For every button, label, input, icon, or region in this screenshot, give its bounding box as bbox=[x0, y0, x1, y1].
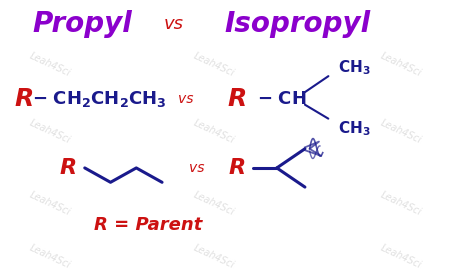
Text: R: R bbox=[228, 158, 246, 178]
Text: Leah4Sci: Leah4Sci bbox=[27, 243, 72, 270]
Text: Leah4Sci: Leah4Sci bbox=[191, 190, 236, 218]
Text: Leah4Sci: Leah4Sci bbox=[191, 243, 236, 270]
Text: Leah4Sci: Leah4Sci bbox=[191, 118, 236, 146]
Text: Leah4Sci: Leah4Sci bbox=[27, 190, 72, 218]
Text: Leah4Sci: Leah4Sci bbox=[191, 51, 236, 79]
Text: R: R bbox=[60, 158, 77, 178]
Text: Isopropyl: Isopropyl bbox=[225, 10, 371, 38]
Text: vs: vs bbox=[190, 161, 205, 175]
Text: $\mathbf{CH_3}$: $\mathbf{CH_3}$ bbox=[338, 119, 370, 138]
Text: $\mathbf{-\ \overset{}{CH}}$: $\mathbf{-\ \overset{}{CH}}$ bbox=[257, 88, 306, 109]
Text: Leah4Sci: Leah4Sci bbox=[379, 190, 423, 218]
Text: Leah4Sci: Leah4Sci bbox=[379, 118, 423, 146]
Text: Propyl: Propyl bbox=[33, 10, 132, 38]
Text: R = Parent: R = Parent bbox=[94, 216, 202, 234]
Text: Leah4Sci: Leah4Sci bbox=[379, 51, 423, 79]
Text: $\mathbf{CH_3}$: $\mathbf{CH_3}$ bbox=[338, 58, 370, 77]
Text: vs: vs bbox=[178, 92, 193, 106]
Text: R: R bbox=[14, 87, 34, 111]
Text: $\mathbf{-\ CH_2CH_2CH_3}$: $\mathbf{-\ CH_2CH_2CH_3}$ bbox=[31, 89, 166, 109]
Text: Leah4Sci: Leah4Sci bbox=[379, 243, 423, 270]
Text: Leah4Sci: Leah4Sci bbox=[27, 118, 72, 146]
Text: Leah4Sci: Leah4Sci bbox=[27, 51, 72, 79]
Text: R: R bbox=[228, 87, 246, 111]
Text: vs: vs bbox=[164, 15, 184, 33]
